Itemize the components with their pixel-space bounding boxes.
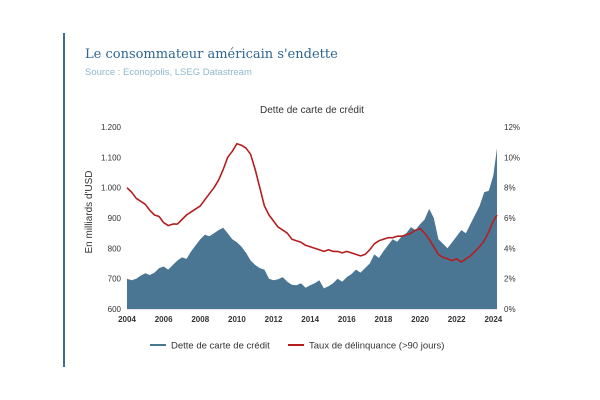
- y-tick-label: 1.000: [101, 184, 122, 193]
- y-ticks: 600 700 800 900 1.000 1.100 1.200: [101, 123, 122, 314]
- y-tick-label: 700: [108, 275, 122, 284]
- legend: Dette de carte de crédit Taux de délinqu…: [150, 341, 444, 352]
- y-tick-label: 600: [108, 305, 122, 314]
- y-axis-label: En milliards d'USD: [84, 170, 95, 253]
- x-tick-label: 2014: [301, 315, 319, 324]
- y2-tick-label: 2%: [504, 275, 516, 284]
- x-tick-label: 2024: [484, 315, 502, 324]
- y2-tick-label: 8%: [504, 184, 516, 193]
- plot-area: [126, 142, 498, 309]
- x-ticks: 2004 2006 2008 2010 2012 2014 2016 2018 2020 2022…: [118, 315, 503, 324]
- x-tick-label: 2008: [191, 315, 209, 324]
- series-line-delinquency-rate: [126, 142, 498, 263]
- y-tick-label: 1.200: [101, 123, 122, 132]
- legend-delinquency-label: Taux de délinquance (>90 jours): [309, 341, 444, 352]
- legend-debt-label: Dette de carte de crédit: [171, 341, 270, 352]
- y2-tick-label: 10%: [504, 153, 520, 162]
- x-tick-label: 2018: [375, 315, 393, 324]
- accent-bar: [63, 33, 65, 367]
- y-tick-label: 1.100: [101, 153, 122, 162]
- y2-tick-label: 6%: [504, 214, 516, 223]
- series-area-credit-card-debt: [127, 148, 497, 309]
- x-tick-label: 2022: [448, 315, 466, 324]
- page-title: Le consommateur américain s'endette: [85, 47, 338, 62]
- y-tick-label: 900: [108, 214, 122, 223]
- x-tick-label: 2020: [411, 315, 429, 324]
- x-tick-label: 2004: [118, 315, 136, 324]
- y2-tick-label: 4%: [504, 244, 516, 253]
- y-tick-label: 800: [108, 244, 122, 253]
- x-tick-label: 2016: [338, 315, 356, 324]
- y2-ticks: 0% 2% 4% 6% 8% 10% 12%: [504, 123, 520, 314]
- y2-tick-label: 12%: [504, 123, 520, 132]
- source-note: Source : Econopolis, LSEG Datastream: [85, 67, 252, 78]
- x-tick-label: 2012: [265, 315, 283, 324]
- chart-title: Dette de carte de crédit: [260, 105, 364, 116]
- x-tick-label: 2006: [155, 315, 173, 324]
- x-tick-label: 2010: [228, 315, 246, 324]
- y2-tick-label: 0%: [504, 305, 516, 314]
